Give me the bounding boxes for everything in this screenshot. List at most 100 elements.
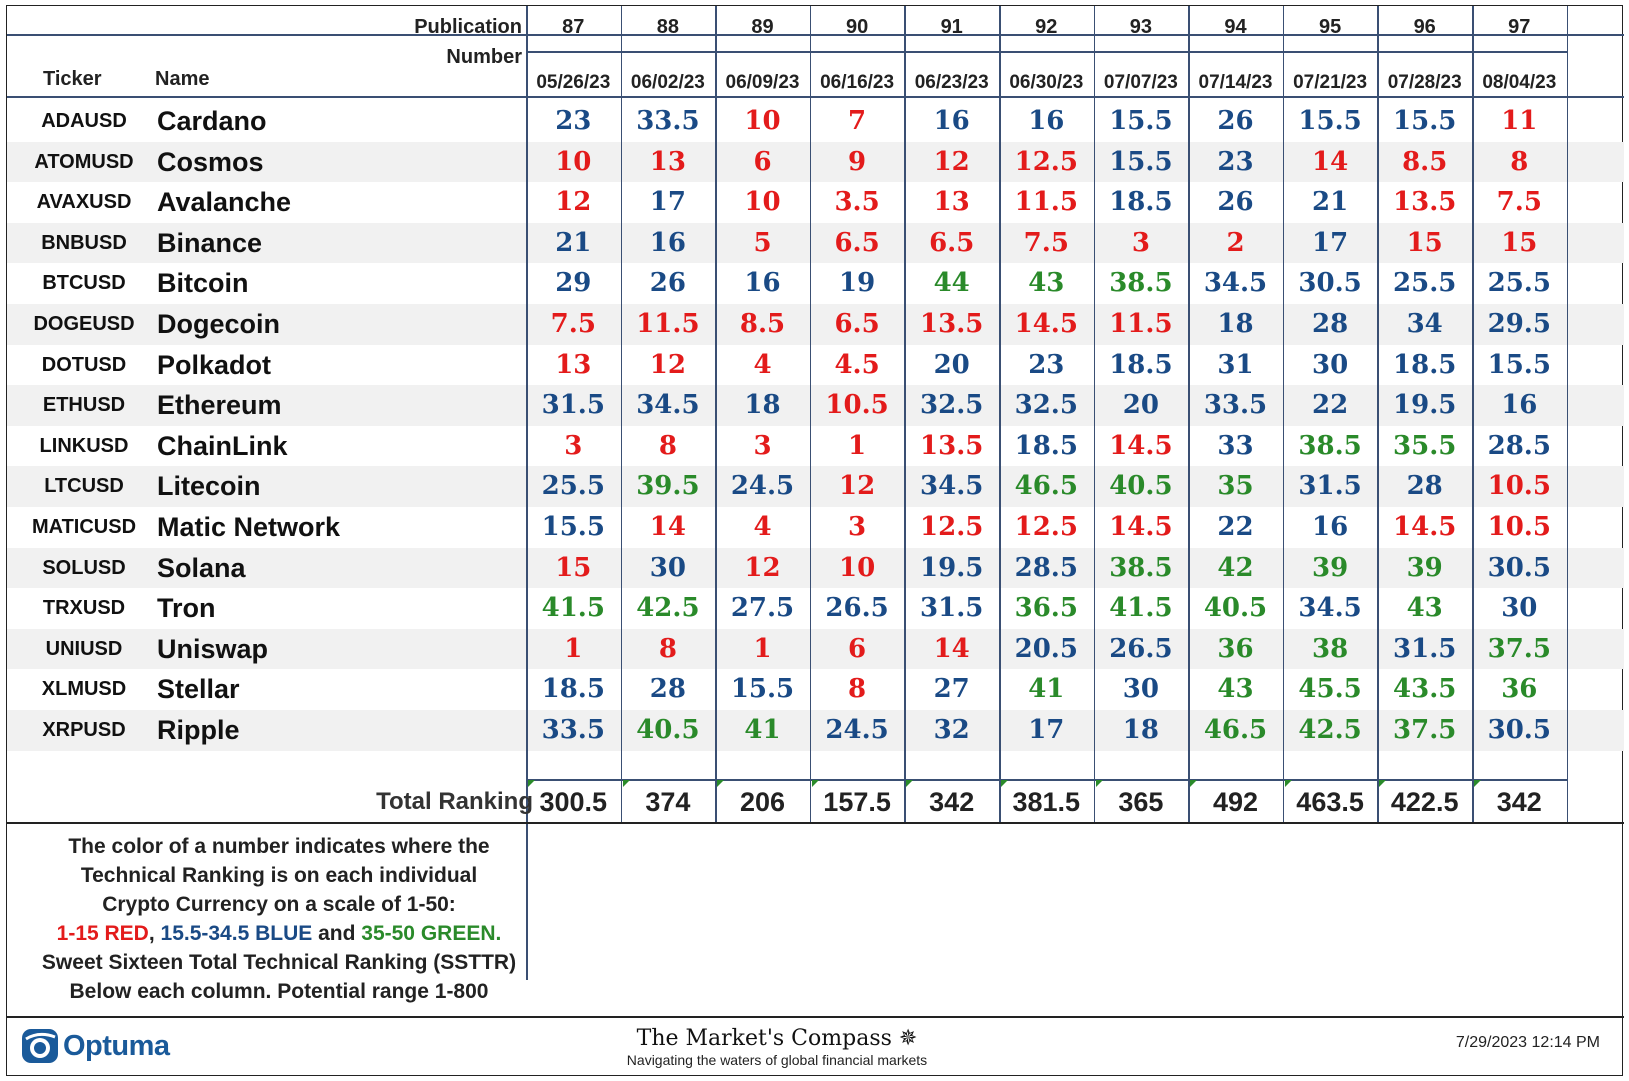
ranking-cell: 15 [1501,227,1538,258]
ranking-cell: 15.5 [541,512,605,542]
coin-name-cell: Litecoin [157,471,261,502]
ranking-cell: 37.5 [1393,715,1457,745]
ranking-cell: 26 [649,268,686,299]
ticker-column-header: Ticker [43,68,102,90]
ranking-cell: 42.5 [636,593,700,624]
ranking-cell: 8 [1510,146,1529,177]
cell-comment-marker [1284,780,1292,787]
ranking-cell: 31.5 [1298,471,1362,502]
ranking-cell: 25.5 [1393,268,1457,299]
note-line-3: Crypto Currency on a scale of 1-50: [102,893,456,916]
ranking-cell: 10.5 [1487,512,1551,542]
coin-name-cell: Solana [157,552,246,583]
ranking-cell: 15.5 [1487,349,1551,380]
ranking-cell: 16 [933,106,970,136]
ranking-cell: 27 [933,674,970,705]
publication-number: 90 [845,16,869,38]
ranking-cell: 9 [848,146,867,177]
optuma-logo-icon [22,1029,58,1063]
total-ranking-cell: 157.5 [823,787,891,817]
header-divider [526,51,1567,53]
cell-comment-marker [622,780,630,787]
ranking-cell: 18.5 [1109,349,1173,380]
cell-comment-marker [1095,780,1103,787]
publication-date: 06/09/23 [725,72,800,93]
ranking-cell: 18.5 [1109,187,1173,218]
optuma-logo: Optuma [21,1026,170,1066]
ranking-cell: 8.5 [1402,146,1448,177]
ranking-cell: 13 [649,146,686,177]
ranking-cell: 12 [555,187,592,218]
footer-divider [7,1016,1624,1018]
ranking-cell: 30 [1312,349,1349,380]
ranking-cell: 26.5 [1109,633,1173,664]
ranking-cell: 28.5 [1014,552,1078,583]
ranking-cell: 10 [555,146,592,177]
column-divider [999,6,1001,823]
publication-number: 89 [751,16,774,38]
ranking-cell: 22 [1217,512,1254,542]
coin-name-cell: Dogecoin [157,309,281,339]
coin-name-cell: Polkadot [157,349,272,380]
ranking-cell: 3 [848,512,867,542]
ranking-cell: 8.5 [739,309,786,339]
ranking-cell: 16 [1028,106,1065,136]
ranking-cell: 8 [658,633,677,664]
cell-comment-marker [1190,780,1198,787]
column-divider [526,6,528,980]
ranking-cell: 44 [933,268,970,299]
coin-name-cell: Uniswap [157,633,269,664]
ranking-cell: 14 [933,633,970,664]
table-row [7,222,1624,264]
ranking-cell: 39.5 [636,471,700,502]
ticker-cell: DOGEUSD [33,313,135,335]
ranking-cell: 14.5 [1393,512,1457,542]
ranking-cell: 43 [1406,593,1443,624]
ranking-cell: 10 [839,552,876,583]
ranking-cell: 12.5 [920,512,984,542]
red-range-label: 1-15 RED [56,922,149,945]
note-and: and [312,922,362,945]
ranking-cell: 6 [848,633,867,664]
ranking-cell: 20.5 [1014,633,1078,664]
markets-compass-title: The Market's Compass [636,1026,892,1051]
note-line-5: Sweet Sixteen Total Technical Ranking (S… [41,951,517,974]
ranking-cell: 16 [1312,512,1349,542]
ranking-cell: 38.5 [1109,552,1173,583]
ranking-cell: 13 [933,187,970,218]
total-ranking-cell: 381.5 [1012,787,1081,817]
ranking-cell: 19.5 [920,552,984,583]
ranking-cell: 18 [1122,715,1159,745]
ranking-cell: 6.5 [929,227,975,258]
ranking-cell: 25.5 [1487,268,1551,299]
ranking-cell: 19 [839,268,876,299]
total-ranking-cell: 300.5 [539,787,608,817]
ticker-cell: LINKUSD [39,434,129,457]
ranking-cell: 34.5 [1203,268,1268,299]
ranking-cell: 14 [1312,146,1349,177]
column-divider [1093,6,1096,823]
ranking-cell: 31 [1217,349,1254,380]
column-divider [1282,6,1285,823]
publication-date: 06/23/23 [914,72,989,93]
ranking-cell: 12 [839,471,876,502]
ranking-cell: 3 [564,430,583,461]
ticker-cell: BNBUSD [41,231,127,254]
ranking-cell: 23 [555,106,592,136]
column-divider [809,6,812,823]
header-divider [7,34,1624,36]
name-column-header: Name [155,68,210,90]
ranking-cell: 15 [555,552,592,583]
timestamp: 7/29/2023 12:14 PM [1455,1034,1600,1051]
ranking-cell: 5 [753,227,772,258]
ranking-cell: 8 [658,430,677,461]
publication-date: 06/16/23 [820,72,895,93]
ranking-cell: 41.5 [541,593,605,624]
ranking-cell: 42.5 [1298,715,1362,745]
ranking-cell: 26 [1217,106,1254,136]
ranking-cell: 6.5 [834,309,880,339]
compass-icon: ✵ [898,1026,918,1051]
ranking-cell: 13 [555,349,592,380]
ticker-cell: BTCUSD [42,272,126,295]
ranking-cell: 12.5 [1014,146,1078,177]
